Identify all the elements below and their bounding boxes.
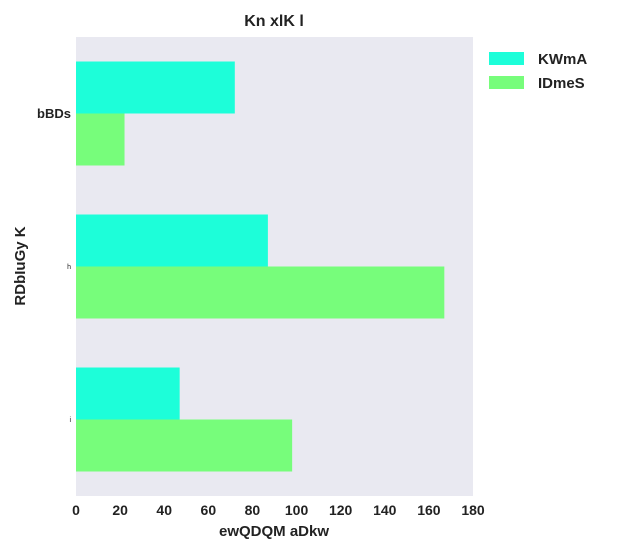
legend-swatch-KWmA: [489, 52, 524, 65]
legend-label-KWmA: KWmA: [538, 51, 587, 68]
x-tick-label: 80: [245, 502, 261, 518]
x-tick-label: 40: [156, 502, 172, 518]
y-tick-label: bBDs: [37, 106, 71, 121]
bar-KWmA-bBDs: [76, 61, 235, 114]
bar-IDmeS-bBDs: [76, 113, 125, 166]
legend: KWmA IDmeS: [489, 51, 587, 92]
x-tick-labels: 0 20 40 60 80 100 120 140 160 180: [72, 502, 485, 518]
y-tick-labels: bBDs h i: [37, 106, 71, 424]
x-tick-label: 180: [461, 502, 485, 518]
x-tick-label: 20: [112, 502, 128, 518]
y-tick-label: i: [69, 417, 71, 424]
x-tick-label: 100: [285, 502, 309, 518]
x-tick-label: 120: [329, 502, 353, 518]
bar-IDmeS-h: [76, 266, 445, 319]
y-tick-label: h: [67, 264, 71, 271]
legend-label-IDmeS: IDmeS: [538, 75, 585, 92]
bar-KWmA-i: [76, 367, 180, 420]
x-tick-label: 160: [417, 502, 441, 518]
chart-title: Kn xlK l: [244, 13, 304, 30]
bar-IDmeS-i: [76, 419, 293, 472]
legend-swatch-IDmeS: [489, 76, 524, 89]
x-tick-label: 60: [201, 502, 217, 518]
x-tick-label: 140: [373, 502, 397, 518]
bars-group: [76, 61, 445, 472]
y-axis-label: RDbIuGy K: [12, 226, 29, 305]
bar-KWmA-h: [76, 214, 268, 267]
x-axis-label: ewQDQM aDkw: [219, 523, 329, 540]
x-tick-label: 0: [72, 502, 80, 518]
